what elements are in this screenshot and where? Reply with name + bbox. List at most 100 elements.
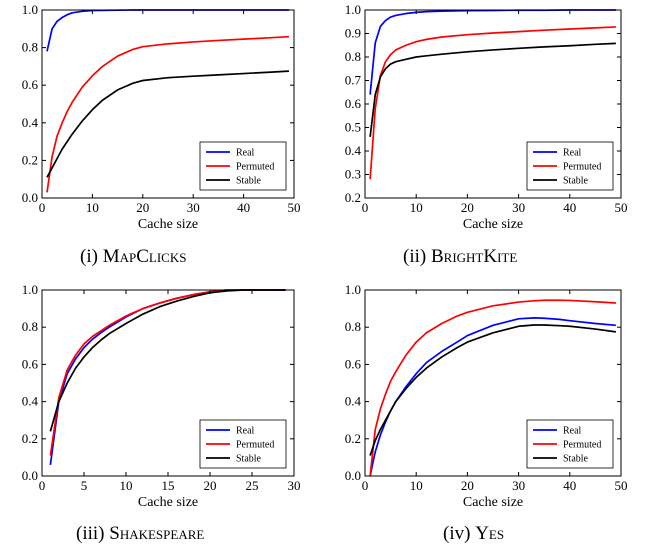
y-tick-label: 0.6 <box>345 356 362 371</box>
x-axis-label: Cache size <box>463 495 523 510</box>
x-tick-label: 15 <box>162 478 175 493</box>
x-tick-label: 30 <box>512 200 525 215</box>
y-tick-label: 1.0 <box>345 2 361 17</box>
x-tick-label: 30 <box>288 478 301 493</box>
x-axis-label: Cache size <box>463 217 523 232</box>
x-tick-label: 10 <box>120 478 133 493</box>
x-tick-label: 30 <box>187 200 200 215</box>
y-tick-label: 0.0 <box>345 468 361 483</box>
x-tick-label: 50 <box>288 200 301 215</box>
x-tick-label: 0 <box>362 478 369 493</box>
x-tick-label: 30 <box>512 478 525 493</box>
y-tick-label: 0.0 <box>22 190 38 205</box>
legend-label-real: Real <box>236 426 255 437</box>
series-line-permuted <box>369 299 616 477</box>
y-tick-label: 0.6 <box>22 77 39 92</box>
legend-label-stable: Stable <box>236 176 262 187</box>
caption-number: (iii) <box>76 523 105 544</box>
legend-label-permuted: Permuted <box>563 440 601 451</box>
legend-label-real: Real <box>563 426 582 437</box>
chart-panel-1: 0 10 20 30 40 50 0.0 0.2 0.4 0.6 0.8 1.0 Cache size R… <box>22 2 301 232</box>
legend-label-permuted: Permuted <box>563 162 601 173</box>
y-tick-label: 0.9 <box>345 26 361 41</box>
y-tick-label: 0.8 <box>22 40 38 55</box>
y-tick-label: 0.5 <box>345 120 361 135</box>
legend-label-real: Real <box>563 148 582 159</box>
series-line-stable <box>369 42 616 138</box>
y-tick-label: 0.7 <box>345 73 362 88</box>
y-tick-label: 0.8 <box>345 49 361 64</box>
legend-label-stable: Stable <box>563 176 589 187</box>
caption-shakespeare: (iii) Shakespeare <box>76 523 204 545</box>
caption-title: Shakespeare <box>109 523 205 544</box>
legend-label-permuted: Permuted <box>236 162 274 173</box>
y-tick-label: 0.3 <box>345 167 361 182</box>
y-tick-label: 0.4 <box>22 115 39 130</box>
series-line-stable <box>49 289 286 432</box>
x-tick-label: 40 <box>563 478 576 493</box>
chart-panel-2: 0 10 20 30 40 50 0.2 0.3 0.4 0.5 0.6 0.7 0.8 0.9 1.0 Ca… <box>345 2 628 232</box>
y-tick-label: 0.6 <box>345 96 362 111</box>
x-tick-label: 50 <box>615 200 628 215</box>
caption-number: (ii) <box>403 246 427 267</box>
legend-label-stable: Stable <box>236 454 262 465</box>
x-tick-label: 0 <box>362 200 369 215</box>
legend: Real Permuted Stable <box>526 141 614 191</box>
caption-yes: (iv) Yes <box>443 523 504 545</box>
legend-label-stable: Stable <box>563 454 589 465</box>
caption-number: (i) <box>80 246 98 267</box>
x-tick-label: 0 <box>39 478 46 493</box>
series-line-permuted <box>46 35 290 193</box>
x-tick-label: 10 <box>410 478 423 493</box>
y-tick-label: 0.8 <box>22 319 38 334</box>
y-tick-label: 1.0 <box>345 282 361 297</box>
x-axis-label: Cache size <box>138 495 198 510</box>
y-tick-label: 0.2 <box>345 431 361 446</box>
caption-title: BrightKite <box>430 246 518 267</box>
y-tick-label: 0.2 <box>22 431 38 446</box>
x-tick-label: 40 <box>237 200 250 215</box>
legend-box <box>526 141 614 191</box>
x-axis-label: Cache size <box>138 217 198 232</box>
plot-frame <box>41 9 295 199</box>
y-tick-label: 1.0 <box>22 2 38 17</box>
plot-frame <box>364 289 622 477</box>
x-tick-label: 10 <box>410 200 423 215</box>
series-line-stable <box>46 70 290 178</box>
caption-brightkite: (ii) BrightKite <box>403 246 517 268</box>
y-tick-label: 0.4 <box>22 394 39 409</box>
y-tick-label: 0.6 <box>22 356 39 371</box>
caption-mapclicks: (i) MapClicks <box>80 246 186 268</box>
y-tick-label: 0.2 <box>22 152 38 167</box>
x-tick-label: 40 <box>563 200 576 215</box>
x-tick-label: 0 <box>39 200 46 215</box>
caption-title: MapClicks <box>102 246 187 267</box>
y-tick-label: 0.4 <box>345 143 362 158</box>
y-tick-label: 1.0 <box>22 282 38 297</box>
legend: Real Permuted Stable <box>199 419 287 469</box>
caption-number: (iv) <box>443 523 471 544</box>
x-tick-label: 25 <box>246 478 259 493</box>
y-tick-label: 0.2 <box>345 190 361 205</box>
y-tick-label: 0.4 <box>345 394 362 409</box>
series-line-real <box>46 9 289 52</box>
caption-title: Yes <box>475 523 505 544</box>
y-tick-label: 0.8 <box>345 319 361 334</box>
legend: Real Permuted Stable <box>199 141 287 191</box>
legend-label-permuted: Permuted <box>236 440 274 451</box>
series-line-real <box>369 9 616 95</box>
legend: Real Permuted Stable <box>526 419 614 469</box>
series-line-permuted <box>369 26 616 180</box>
x-tick-label: 5 <box>81 478 88 493</box>
chart-panel-3: 0 5 10 15 20 25 30 0.0 0.2 0.4 0.6 0.8 1.0 Cache size… <box>22 282 301 510</box>
legend-label-real: Real <box>236 148 255 159</box>
x-tick-label: 20 <box>461 478 474 493</box>
legend-box <box>199 141 287 191</box>
x-tick-label: 50 <box>615 478 628 493</box>
chart-panel-4: 0 10 20 30 40 50 0.0 0.2 0.4 0.6 0.8 1.0 Cache size R… <box>345 282 628 510</box>
series-line-stable <box>369 324 616 456</box>
x-tick-label: 20 <box>204 478 217 493</box>
x-tick-label: 10 <box>86 200 99 215</box>
x-tick-label: 20 <box>136 200 149 215</box>
